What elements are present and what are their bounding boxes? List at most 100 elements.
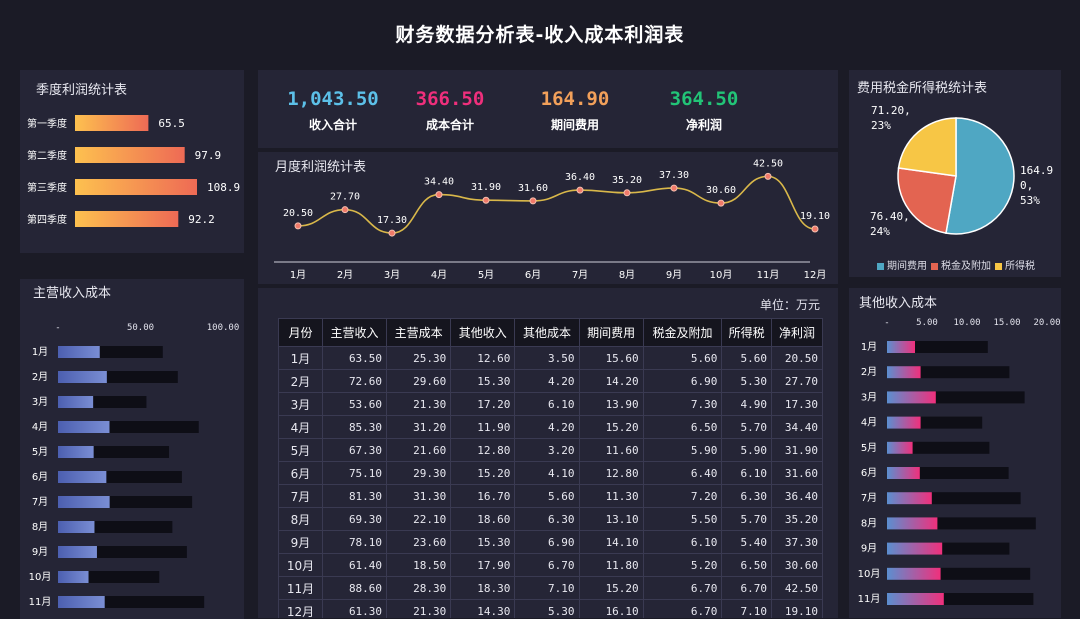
table-cell: 16.70 xyxy=(450,484,516,508)
table-cell: 10月 xyxy=(278,553,323,577)
page-title: 财务数据分析表-收入成本利润表 xyxy=(395,24,685,46)
line-point xyxy=(482,196,490,204)
data-table: 月份 主营收入 主营成本 其他收入 其他成本 期间费用 税金及附加 所得税 净利润 1月 63.5… xyxy=(278,318,824,618)
table-header-row: 月份 主营收入 主营成本 其他收入 其他成本 期间费用 税金及附加 所得税 净利润 xyxy=(278,318,824,347)
point-data-label: 42.50 xyxy=(753,158,783,169)
cost-bar xyxy=(887,492,932,505)
table-cell: 14.20 xyxy=(578,369,644,393)
table-cell: 72.60 xyxy=(321,369,388,393)
cost-bar xyxy=(887,542,943,555)
table-row: 5月 67.30 21.60 12.80 3.20 11.60 5.90 5.90 31.90 xyxy=(278,438,824,462)
table-cell: 29.60 xyxy=(386,369,452,393)
table-cell: 31.20 xyxy=(386,415,452,439)
table-cell: 6.70 xyxy=(642,599,723,618)
table-cell: 85.30 xyxy=(321,415,388,439)
month-label: 8月 xyxy=(32,521,48,533)
month-tick-label: 9月 xyxy=(666,269,682,281)
cost-bar xyxy=(887,593,944,605)
table-row: 11月 88.60 28.30 18.30 7.10 15.20 6.70 6.70 42.50 xyxy=(278,576,824,600)
table-cell: 61.40 xyxy=(321,553,388,577)
table-cell: 9月 xyxy=(278,530,323,554)
table-cell: 5.30 xyxy=(721,369,772,393)
table-cell: 15.30 xyxy=(450,530,516,554)
table-cell: 42.50 xyxy=(770,576,824,600)
quarter-bar xyxy=(75,211,179,227)
month-label: 6月 xyxy=(861,467,877,479)
month-tick-label: 6月 xyxy=(525,269,541,281)
table-cell: 23.60 xyxy=(386,530,452,554)
line-point xyxy=(294,222,302,230)
table-cell: 61.30 xyxy=(321,599,388,618)
table-cell: 6.10 xyxy=(721,461,772,485)
axis-tick-label: 5.00 xyxy=(916,318,938,328)
table-cell: 15.20 xyxy=(578,576,644,600)
other-income-cost-title: 其他收入成本 xyxy=(859,296,938,311)
quarter-value: 108.9 xyxy=(207,181,240,194)
table-cell: 5.50 xyxy=(642,507,723,531)
table-cell: 4.20 xyxy=(514,369,580,393)
point-data-label: 31.90 xyxy=(471,182,501,193)
table-cell: 31.30 xyxy=(386,484,452,508)
table-cell: 6.70 xyxy=(721,576,772,600)
point-data-label: 31.60 xyxy=(518,183,548,194)
table-cell: 11.30 xyxy=(578,484,644,508)
table-cell: 6.30 xyxy=(721,484,772,508)
month-tick-label: 2月 xyxy=(337,269,353,281)
kpi-cost: 366.50 成本合计 xyxy=(385,88,515,133)
table-cell: 18.50 xyxy=(386,553,452,577)
month-label: 4月 xyxy=(861,417,877,429)
axis-tick-label: 10.00 xyxy=(953,318,980,328)
month-label: 2月 xyxy=(32,371,48,383)
month-label: 11月 xyxy=(858,593,881,605)
cost-bar xyxy=(58,471,107,483)
table-cell: 18.60 xyxy=(450,507,516,531)
point-data-label: 35.20 xyxy=(612,175,642,186)
table-cell: 5.60 xyxy=(514,484,580,508)
table-cell: 7月 xyxy=(278,484,323,508)
cost-bar xyxy=(58,546,97,558)
month-label: 9月 xyxy=(861,543,877,555)
pie-slice xyxy=(897,167,957,234)
table-cell: 15.20 xyxy=(578,415,644,439)
column-header: 净利润 xyxy=(770,318,824,347)
cost-bar xyxy=(58,371,107,383)
cost-bar xyxy=(58,496,110,508)
table-cell: 11.90 xyxy=(450,415,516,439)
table-cell: 6.30 xyxy=(514,507,580,531)
month-tick-label: 11月 xyxy=(757,269,780,281)
table-row: 2月 72.60 29.60 15.30 4.20 14.20 6.90 5.30 27.70 xyxy=(278,369,824,393)
kpi-period-expense: 164.90 期间费用 xyxy=(510,88,640,133)
pie-slice-label: 23% xyxy=(871,119,891,132)
table-cell: 1月 xyxy=(278,346,323,370)
pie-slice-label: 76.40, xyxy=(870,210,910,223)
data-table-panel: 单位：万元 月份 主营收入 主营成本 其他收入 其他成本 期间费用 税金及附加 所得税 净利润 … xyxy=(258,288,838,618)
kpi-label: 期间费用 xyxy=(550,118,599,132)
table-cell: 37.30 xyxy=(770,530,824,554)
cost-bar xyxy=(887,416,921,429)
kpi-label: 收入合计 xyxy=(308,118,357,132)
expense-tax-panel: 费用税金所得税统计表 164.9 0, 53% 76.40, 24% 71.20, 23% … xyxy=(849,70,1061,277)
table-cell: 6.50 xyxy=(642,415,723,439)
table-cell: 4月 xyxy=(278,415,323,439)
cost-bar xyxy=(887,467,920,479)
axis-tick-label: 15.00 xyxy=(993,318,1020,328)
table-cell: 27.70 xyxy=(770,369,824,393)
kpi-panel: 1,043.50 收入合计 366.50 成本合计 164.90 期间费用 36… xyxy=(258,70,838,148)
table-cell: 20.50 xyxy=(770,346,824,370)
cost-bar xyxy=(887,441,913,454)
month-label: 1月 xyxy=(861,341,877,353)
cost-bar xyxy=(58,396,94,408)
cost-bar xyxy=(887,341,915,353)
cost-bar xyxy=(887,517,938,530)
table-cell: 5.70 xyxy=(721,507,772,531)
column-header: 其他收入 xyxy=(450,318,516,347)
table-cell: 17.20 xyxy=(450,392,516,416)
kpi-value: 366.50 xyxy=(415,88,485,110)
quarter-label: 第四季度 xyxy=(27,213,67,226)
table-row: 4月 85.30 31.20 11.90 4.20 15.20 6.50 5.70 34.40 xyxy=(278,415,824,439)
cost-bar xyxy=(887,567,941,580)
expense-tax-title: 费用税金所得税统计表 xyxy=(857,81,988,96)
table-cell: 6.10 xyxy=(642,530,723,554)
month-label: 7月 xyxy=(861,492,877,504)
table-cell: 75.10 xyxy=(321,461,388,485)
